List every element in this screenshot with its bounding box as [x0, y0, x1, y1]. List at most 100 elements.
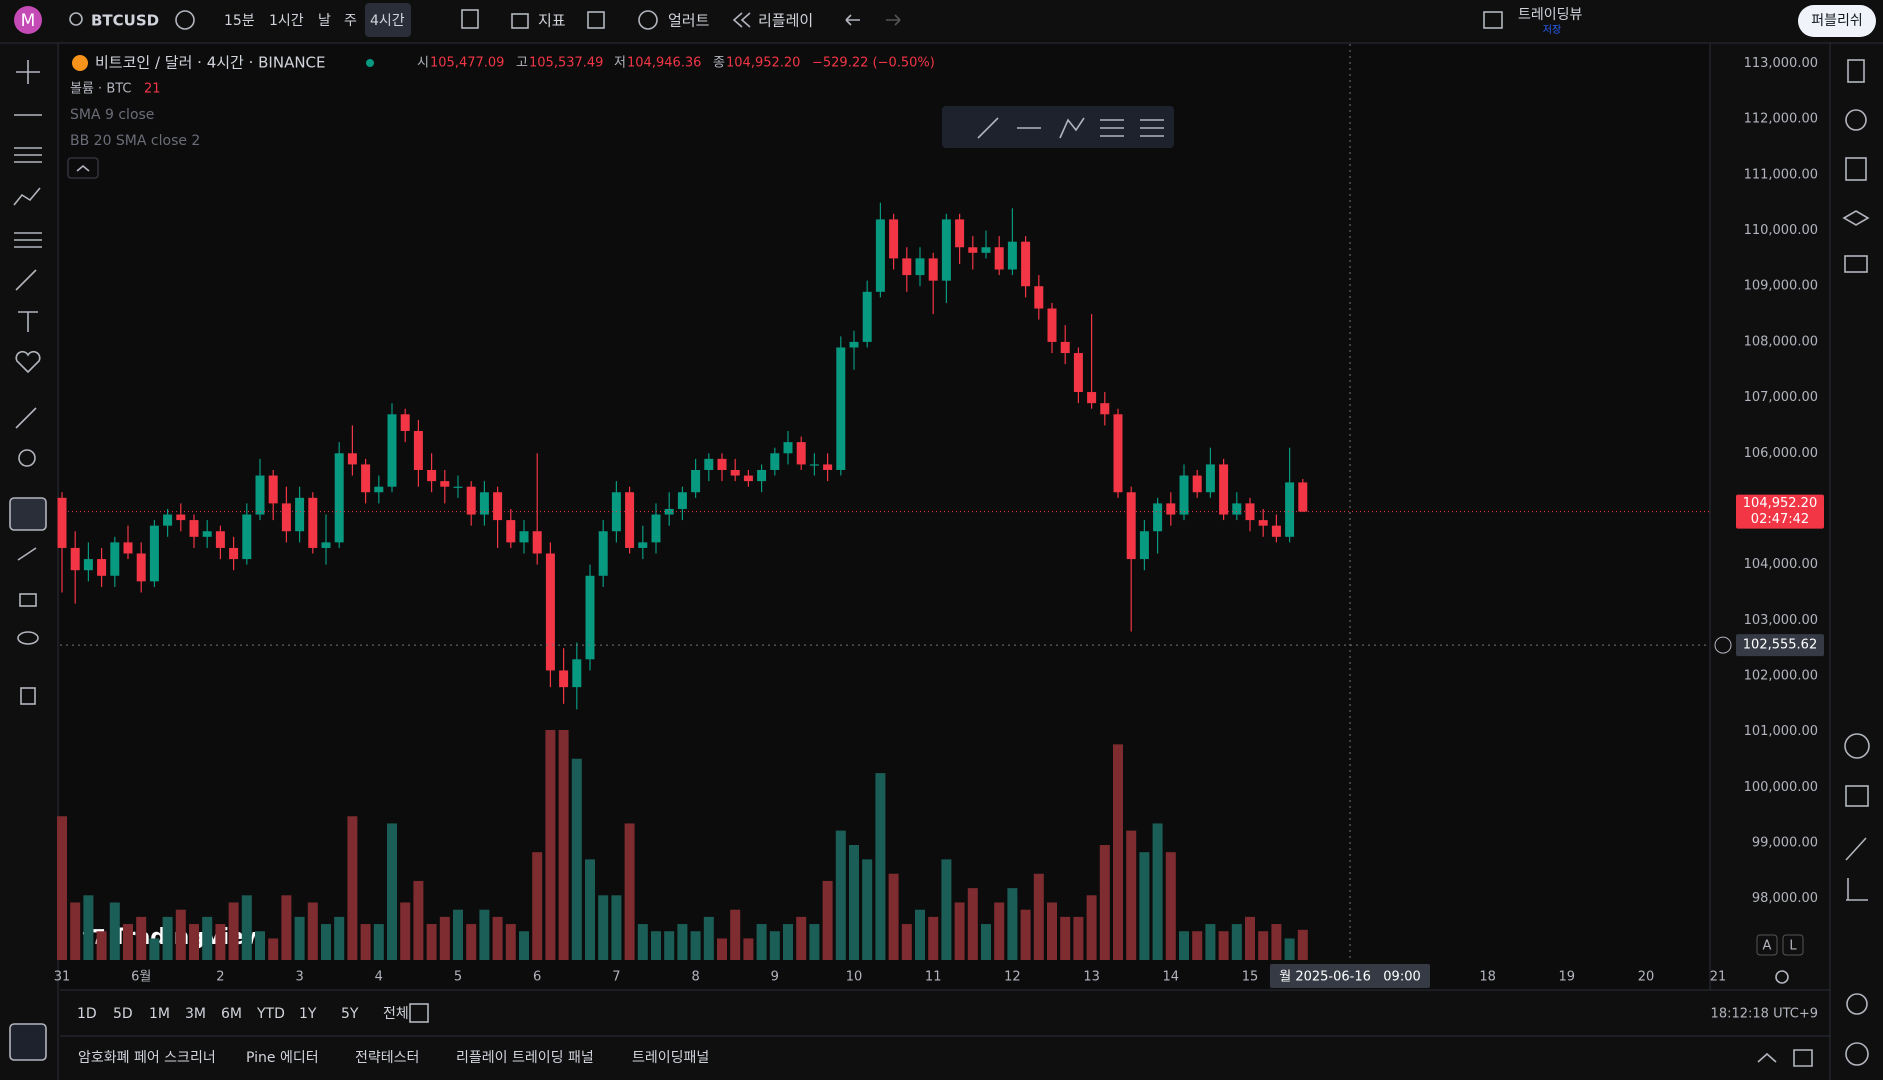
- symbol[interactable]: BTCUSD: [91, 12, 159, 30]
- volume-bar: [1192, 931, 1203, 960]
- bottom-tab[interactable]: Pine 에디터: [246, 1050, 319, 1066]
- volume-bar: [255, 931, 265, 960]
- replay-button[interactable]: 리플레이: [758, 12, 813, 30]
- forecast-tool[interactable]: [14, 232, 42, 248]
- candle-body: [757, 469, 767, 482]
- log-scale-label[interactable]: L: [1789, 939, 1797, 954]
- redo[interactable]: [886, 14, 901, 26]
- brush-tool[interactable]: [15, 269, 37, 291]
- layout-icon[interactable]: [1483, 11, 1503, 29]
- alert-icon[interactable]: [638, 10, 658, 30]
- auto-scale-button[interactable]: [1756, 934, 1778, 956]
- candle-body: [334, 453, 344, 543]
- x-tick-label: 14: [1163, 970, 1180, 985]
- candle-body: [202, 531, 212, 537]
- left-toolbar: [9, 60, 47, 1061]
- candle-body: [545, 553, 555, 671]
- legend-symbol: 비트코인 / 달러 · 4시간 · BINANCE: [95, 54, 326, 72]
- measure-tool[interactable]: [15, 407, 37, 429]
- fib-tool[interactable]: [14, 147, 42, 163]
- volume-bar: [677, 924, 688, 960]
- interval[interactable]: 4시간: [370, 13, 405, 29]
- lock-tool[interactable]: [19, 593, 37, 607]
- range-button[interactable]: 5D: [113, 1006, 133, 1022]
- indicator-icon[interactable]: [511, 13, 529, 29]
- screener-icon[interactable]: [1845, 837, 1868, 901]
- add-alert[interactable]: [1714, 636, 1732, 654]
- layers-icon[interactable]: [1842, 210, 1870, 226]
- range-button[interactable]: 1Y: [299, 1006, 317, 1022]
- publish-label[interactable]: 퍼블리쉬: [1811, 13, 1863, 29]
- panel-controls[interactable]: [1757, 1049, 1813, 1067]
- undo[interactable]: [845, 14, 860, 26]
- draw-mode[interactable]: [17, 547, 37, 561]
- range-button[interactable]: 5Y: [341, 1006, 359, 1022]
- bottom-tab[interactable]: 전략테스터: [355, 1050, 419, 1066]
- interval[interactable]: 15분: [224, 13, 255, 29]
- zoom-tool[interactable]: [18, 449, 36, 467]
- replay-icon[interactable]: [732, 12, 751, 28]
- calendar-icon[interactable]: [1845, 785, 1869, 807]
- auto-scale-label[interactable]: A: [1763, 939, 1772, 954]
- watchlist-icon[interactable]: [1847, 59, 1865, 83]
- add-symbol[interactable]: [175, 10, 195, 30]
- chat-icon[interactable]: [1844, 255, 1868, 273]
- floating-tools[interactable]: [977, 117, 1164, 139]
- log-scale-button[interactable]: [1782, 934, 1804, 956]
- icon-tool[interactable]: [15, 350, 41, 374]
- volume-bar: [611, 895, 622, 960]
- range-button[interactable]: 1M: [149, 1006, 170, 1022]
- alerts-button[interactable]: 얼러트: [668, 12, 710, 30]
- avatar-letter[interactable]: M: [21, 11, 36, 31]
- candle-body: [1245, 503, 1255, 521]
- bottom-tab[interactable]: 암호화폐 페어 스크리너: [78, 1050, 216, 1066]
- volume-bar: [1205, 924, 1216, 960]
- search-icon[interactable]: [69, 12, 83, 26]
- range-button[interactable]: 전체: [383, 1006, 409, 1022]
- right-sidebar: [1842, 59, 1870, 1066]
- interval[interactable]: 날: [318, 13, 331, 29]
- range-button[interactable]: 3M: [185, 1006, 206, 1022]
- chart-type-icon[interactable]: [461, 9, 479, 29]
- candle-body: [770, 453, 780, 470]
- range-button[interactable]: 6M: [221, 1006, 242, 1022]
- delete-tool[interactable]: [20, 687, 36, 705]
- y-tick-label: 106,000.00: [1744, 446, 1818, 461]
- help-icon[interactable]: [1845, 1042, 1869, 1066]
- legend-open: 105,477.09: [430, 56, 504, 71]
- volume-bar: [189, 924, 199, 960]
- volume-bar: [162, 916, 173, 960]
- news-icon[interactable]: [1845, 157, 1867, 181]
- collapse-legend[interactable]: [67, 157, 99, 179]
- candle-body: [281, 503, 291, 532]
- bottom-tab[interactable]: 리플레이 트레이딩 패널: [456, 1050, 594, 1066]
- candle-body: [519, 531, 529, 543]
- volume-bar: [1231, 924, 1242, 960]
- range-button[interactable]: YTD: [256, 1006, 285, 1022]
- alerts-icon[interactable]: [1845, 109, 1867, 131]
- hide-tool[interactable]: [17, 631, 39, 645]
- last-price-label: 104,952.20: [1743, 496, 1817, 511]
- candle-body: [123, 542, 133, 554]
- date-range-icon[interactable]: [409, 1003, 429, 1023]
- axis-settings[interactable]: [1775, 970, 1789, 984]
- crosshair-tool[interactable]: [16, 60, 40, 84]
- text-tool[interactable]: [18, 311, 38, 332]
- ideas-icon[interactable]: [1844, 733, 1870, 759]
- pattern-tool[interactable]: [13, 187, 41, 206]
- watchlist-star[interactable]: [9, 1023, 47, 1061]
- interval[interactable]: 주: [344, 13, 357, 29]
- interval[interactable]: 1시간: [269, 13, 304, 29]
- candle-body: [664, 508, 674, 515]
- layout-name[interactable]: 트레이딩뷰: [1518, 7, 1583, 23]
- templates-icon[interactable]: [587, 11, 605, 29]
- volume-bar: [822, 880, 833, 960]
- notifications-icon[interactable]: [1846, 993, 1868, 1015]
- volume-bar: [941, 859, 952, 960]
- publish-button[interactable]: [1798, 5, 1876, 37]
- bottom-tab[interactable]: 트레이딩패널: [632, 1050, 709, 1066]
- avatar[interactable]: [14, 6, 42, 34]
- indicators-button[interactable]: 지표: [538, 12, 566, 30]
- magnet-tool[interactable]: [9, 497, 47, 531]
- range-button[interactable]: 1D: [77, 1006, 97, 1022]
